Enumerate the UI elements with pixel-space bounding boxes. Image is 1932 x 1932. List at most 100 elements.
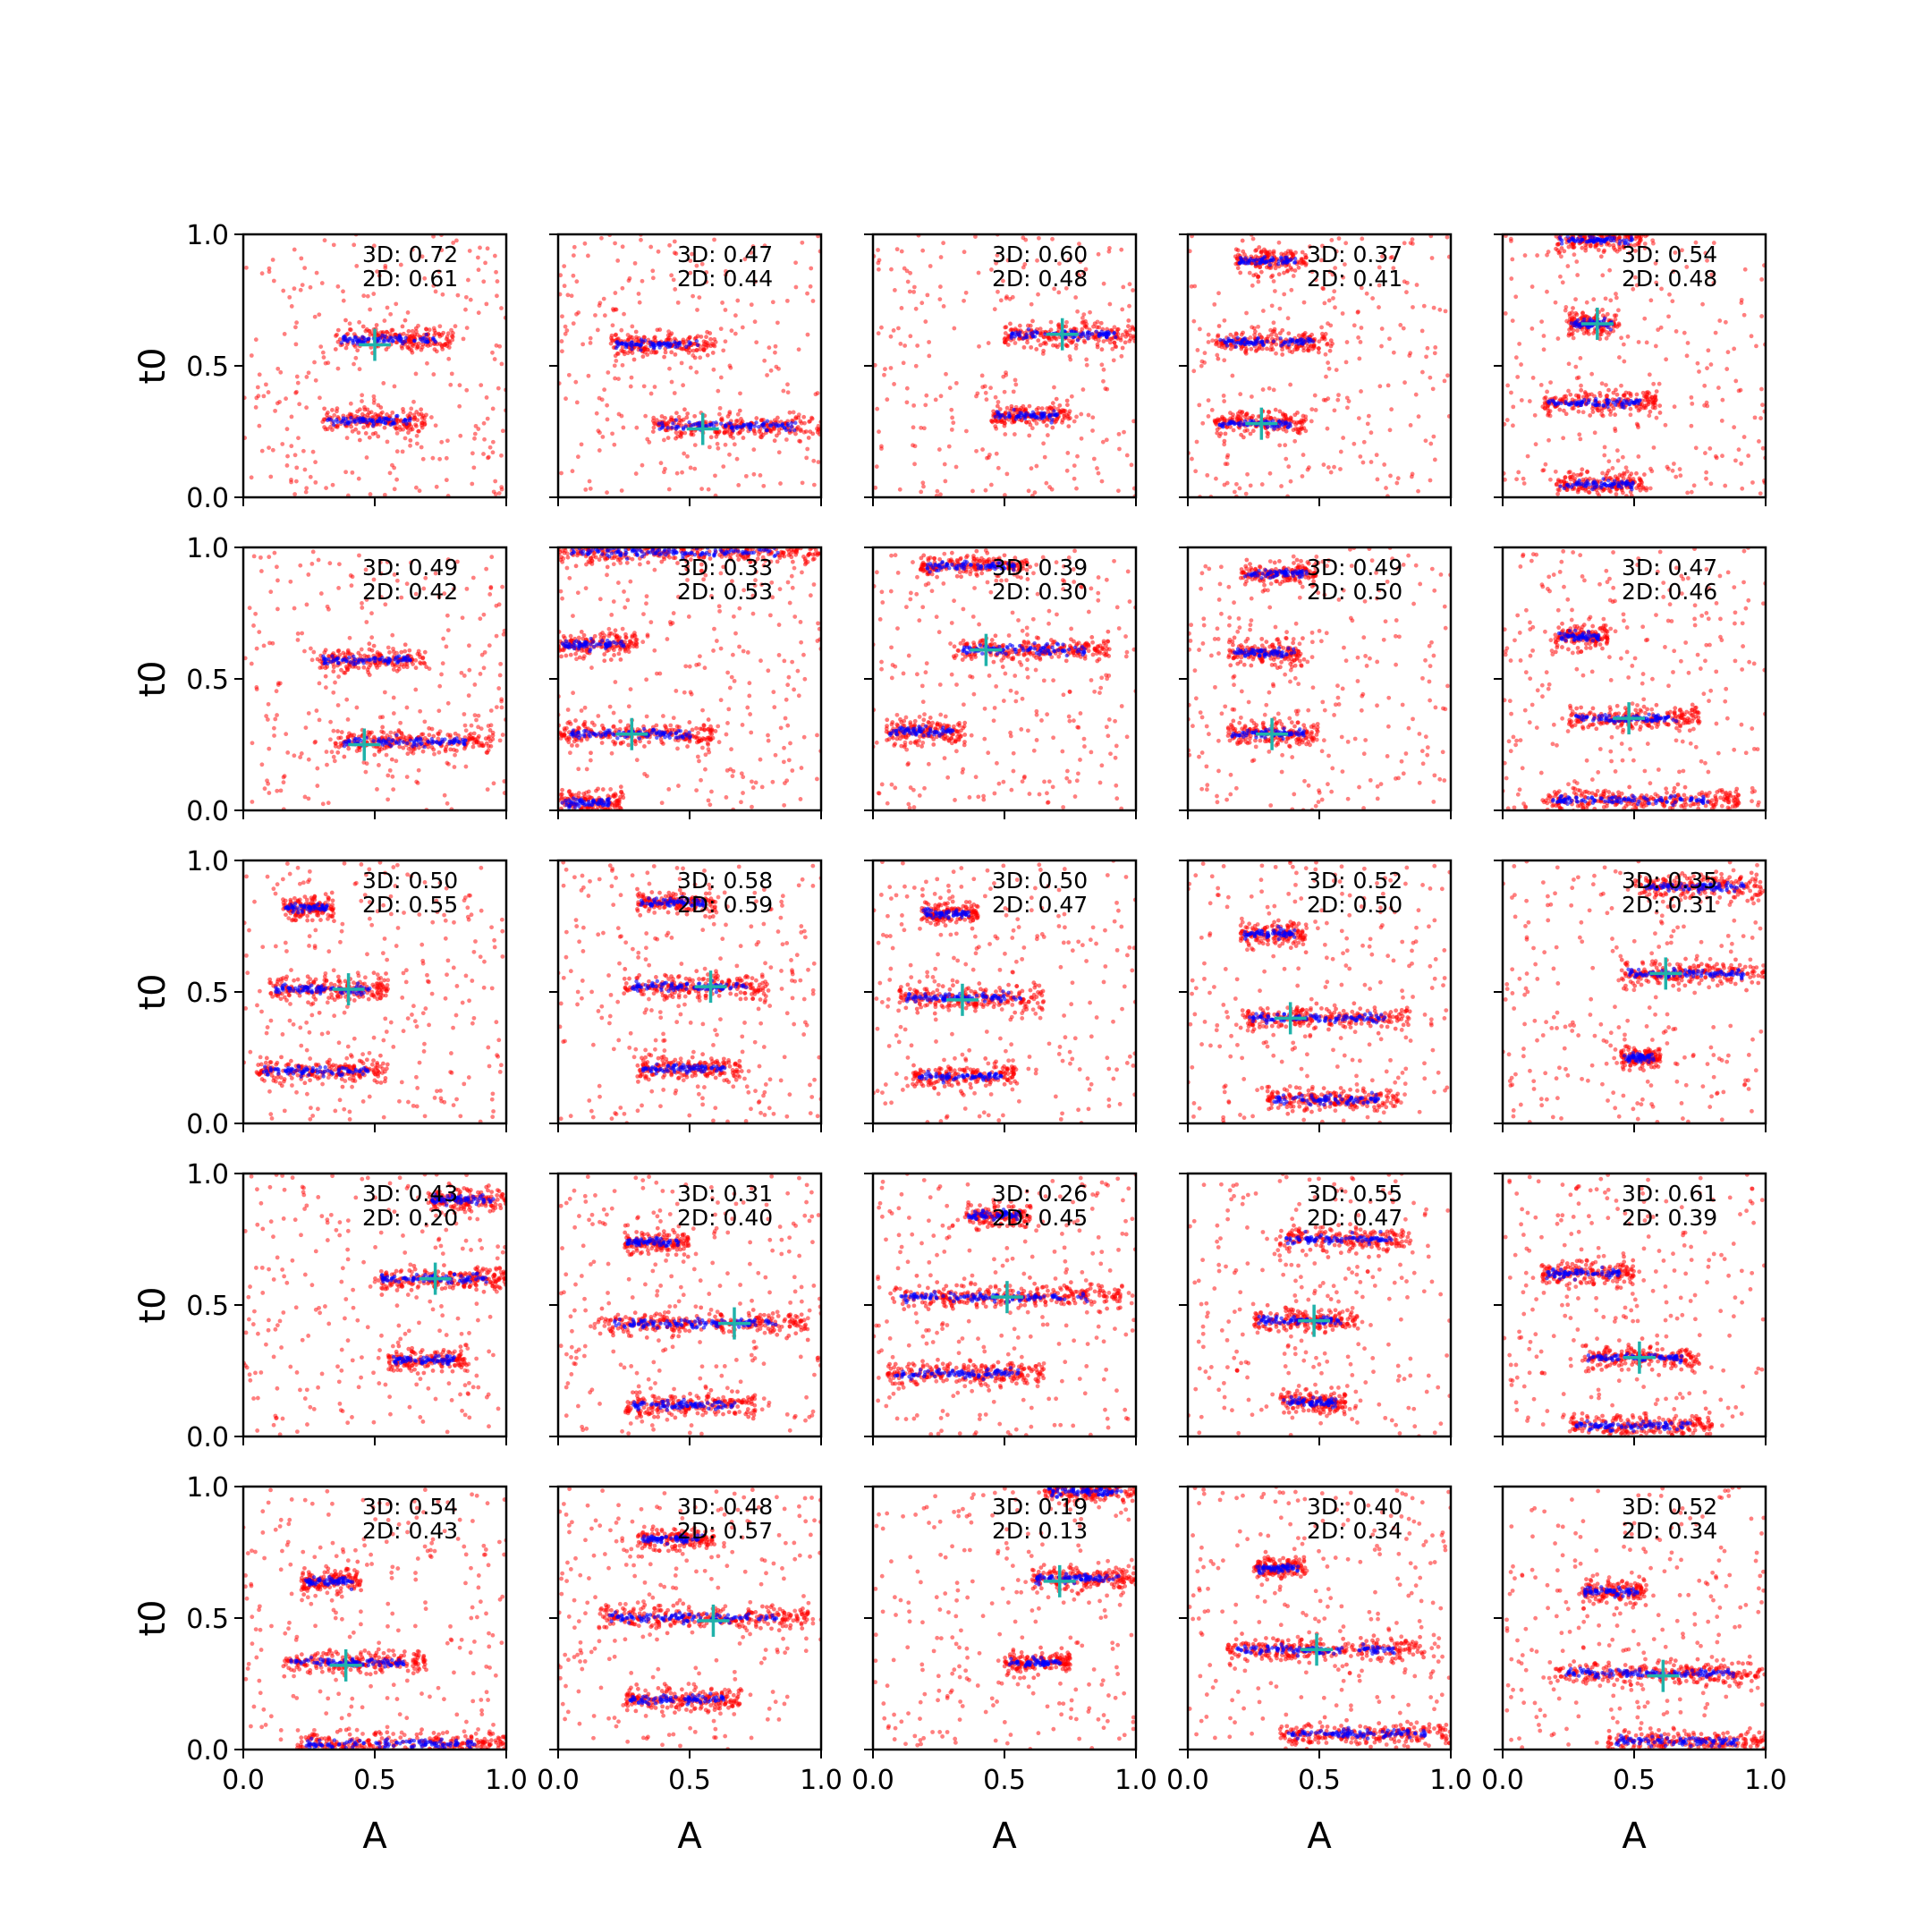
sample-point <box>1279 251 1284 257</box>
sample-point <box>1394 480 1400 486</box>
sample-point <box>733 313 738 318</box>
sample-point <box>1575 328 1580 333</box>
sample-point <box>593 313 597 318</box>
sample-point <box>1624 469 1630 474</box>
sample-point <box>785 382 790 387</box>
sample-point <box>1700 301 1705 307</box>
sample-point <box>1291 428 1296 433</box>
sample-point <box>1543 462 1548 467</box>
sample-point <box>752 319 758 325</box>
sample-point <box>1282 270 1286 275</box>
sample-point <box>321 417 326 422</box>
mode-point <box>1279 343 1284 348</box>
sample-point <box>998 419 1004 424</box>
sample-point <box>1266 431 1271 436</box>
sample-point <box>950 415 954 420</box>
sample-point <box>1670 468 1675 473</box>
sample-point <box>1110 346 1115 352</box>
sample-point <box>314 708 319 713</box>
sample-point <box>484 301 489 307</box>
sample-point <box>1099 347 1105 352</box>
sample-point <box>1296 333 1301 338</box>
sample-point <box>1073 343 1079 348</box>
sample-point <box>1017 323 1022 328</box>
mode-point <box>1234 341 1239 345</box>
sample-point <box>1385 383 1391 388</box>
sample-point <box>1377 384 1383 389</box>
sample-point <box>710 351 716 355</box>
sample-point <box>796 347 801 352</box>
sample-point <box>1644 394 1649 400</box>
sample-point <box>1216 356 1221 361</box>
mode-point <box>1622 402 1626 407</box>
sample-point <box>944 371 948 377</box>
sample-point <box>1514 477 1519 482</box>
sample-point <box>436 269 442 275</box>
sample-point <box>877 429 881 435</box>
sample-point <box>321 355 326 360</box>
sample-point <box>1234 481 1239 487</box>
mode-point <box>1562 486 1566 491</box>
mode-point <box>754 420 758 425</box>
sample-point <box>1242 350 1248 355</box>
sample-point <box>1021 344 1027 350</box>
sample-point <box>323 685 328 691</box>
sample-point <box>640 278 645 284</box>
mode-point <box>1565 234 1570 239</box>
sample-point <box>1200 420 1206 426</box>
sample-point <box>1732 425 1737 430</box>
sample-point <box>1402 241 1407 246</box>
sample-point <box>1559 246 1564 250</box>
sample-point <box>1572 244 1577 250</box>
sample-point <box>1759 386 1764 392</box>
sample-point <box>1568 392 1573 397</box>
mode-point <box>1292 257 1298 261</box>
sample-point <box>907 289 912 294</box>
sample-point <box>911 289 917 294</box>
sample-point <box>1585 394 1589 398</box>
mode-point <box>687 340 691 344</box>
sample-point <box>1413 392 1419 397</box>
sample-point <box>902 343 908 348</box>
sample-point <box>436 750 442 755</box>
mode-point <box>348 336 352 341</box>
mode-point <box>673 344 678 350</box>
mode-point <box>402 339 408 343</box>
sample-point <box>1352 323 1357 328</box>
sample-point <box>879 446 884 451</box>
sample-point <box>1222 399 1227 403</box>
sample-point <box>1331 296 1335 301</box>
sample-point <box>1720 397 1725 402</box>
sample-point <box>1288 382 1293 387</box>
sample-point <box>1199 363 1204 369</box>
sample-point <box>1041 419 1046 424</box>
sample-point <box>703 340 708 344</box>
sample-point <box>805 332 810 337</box>
sample-point <box>1330 272 1335 277</box>
sample-point <box>1013 382 1019 387</box>
sample-point <box>988 386 993 391</box>
annotation-3d: 3D: 0.60 <box>992 242 1088 267</box>
sample-point <box>1673 250 1678 255</box>
mode-point <box>670 425 674 430</box>
sample-point <box>369 611 374 616</box>
sample-point <box>620 344 625 350</box>
sample-point <box>1555 242 1560 247</box>
sample-point <box>1375 477 1380 482</box>
sample-point <box>1685 490 1690 496</box>
sample-point <box>643 413 648 419</box>
sample-point <box>1194 439 1199 445</box>
mode-point <box>1229 420 1233 426</box>
sample-point <box>1387 428 1393 433</box>
sample-point <box>1267 410 1272 415</box>
sample-point <box>569 293 574 299</box>
sample-point <box>292 453 298 458</box>
sample-point <box>400 324 405 329</box>
sample-point <box>1116 431 1122 436</box>
sample-point <box>457 403 462 409</box>
sample-point <box>675 300 681 305</box>
sample-point <box>315 784 320 788</box>
sample-point <box>721 348 726 353</box>
sample-point <box>258 569 264 573</box>
mode-point <box>1222 421 1226 426</box>
